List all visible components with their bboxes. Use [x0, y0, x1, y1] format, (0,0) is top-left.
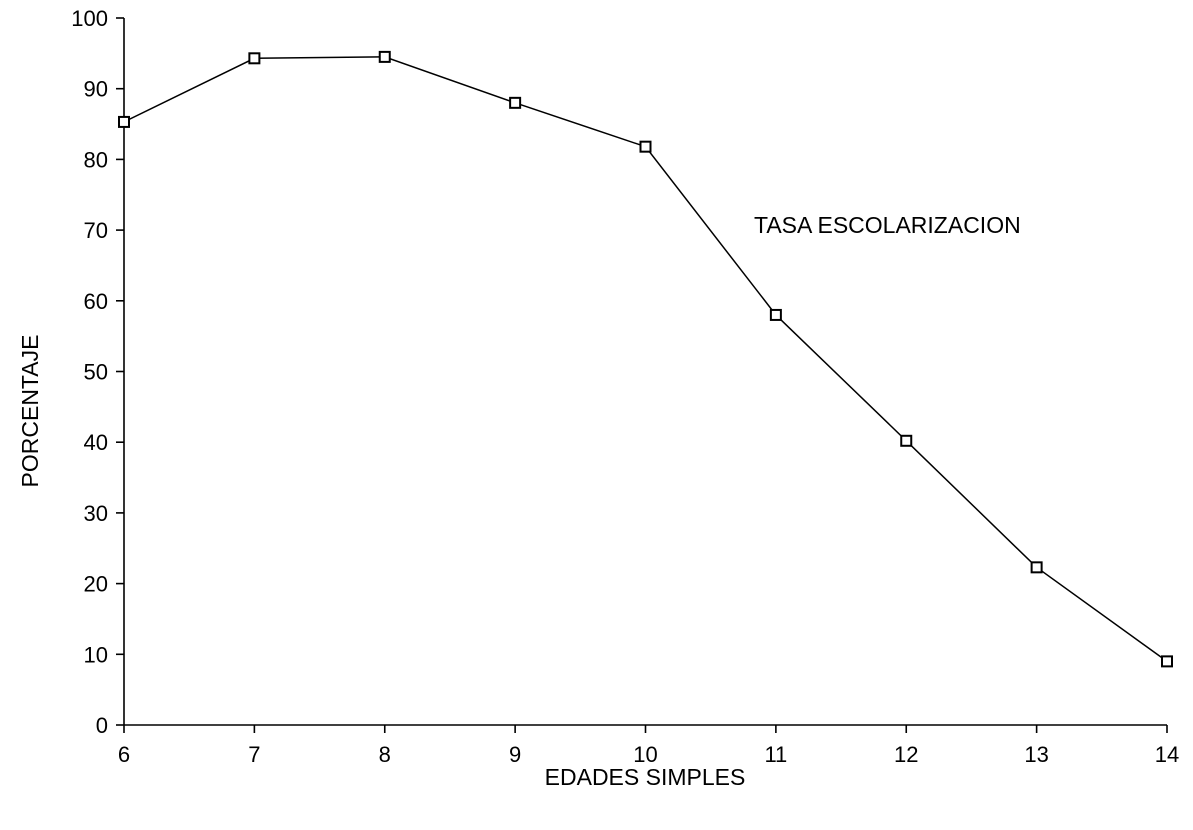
data-point-marker: [378, 50, 391, 63]
y-tick-label: 30: [84, 501, 108, 526]
y-tick-label: 100: [71, 6, 108, 31]
y-tick-label: 80: [84, 147, 108, 172]
y-tick-label: 90: [84, 77, 108, 102]
data-point-marker: [769, 308, 782, 321]
data-point-marker: [639, 140, 652, 153]
x-tick-label: 13: [1024, 742, 1048, 767]
x-tick-label: 6: [118, 742, 130, 767]
data-point-marker: [1030, 561, 1043, 574]
y-tick-label: 0: [96, 713, 108, 738]
x-tick-label: 7: [248, 742, 260, 767]
x-tick-label: 11: [764, 742, 787, 767]
y-tick-label: 20: [84, 572, 108, 597]
markers: [118, 50, 1173, 668]
x-tick-label: 14: [1155, 742, 1179, 767]
x-tick-label: 9: [509, 742, 521, 767]
y-axis-title: PORCENTAJE: [17, 335, 43, 488]
y-tick-label: 50: [84, 360, 108, 385]
y-tick-label: 60: [84, 289, 108, 314]
x-tick-label: 8: [379, 742, 391, 767]
y-tick-label: 70: [84, 218, 108, 243]
x-tick-label: 10: [633, 742, 657, 767]
axes: [123, 18, 1167, 726]
x-axis-title: EDADES SIMPLES: [545, 764, 746, 790]
y-tick-label: 10: [84, 642, 108, 667]
data-point-marker: [118, 115, 130, 128]
data-point-marker: [248, 52, 261, 65]
data-point-marker: [509, 96, 522, 109]
series-annotation: TASA ESCOLARIZACION: [754, 212, 1021, 238]
ticks: 0 10 20 30 40 50 60 70 80 90 100 6 7 8 9 10 11 12 13 14: [71, 6, 1179, 767]
x-tick-label: 12: [894, 742, 918, 767]
data-point-marker: [1161, 655, 1173, 668]
data-point-marker: [900, 434, 913, 447]
y-tick-label: 40: [84, 430, 108, 455]
